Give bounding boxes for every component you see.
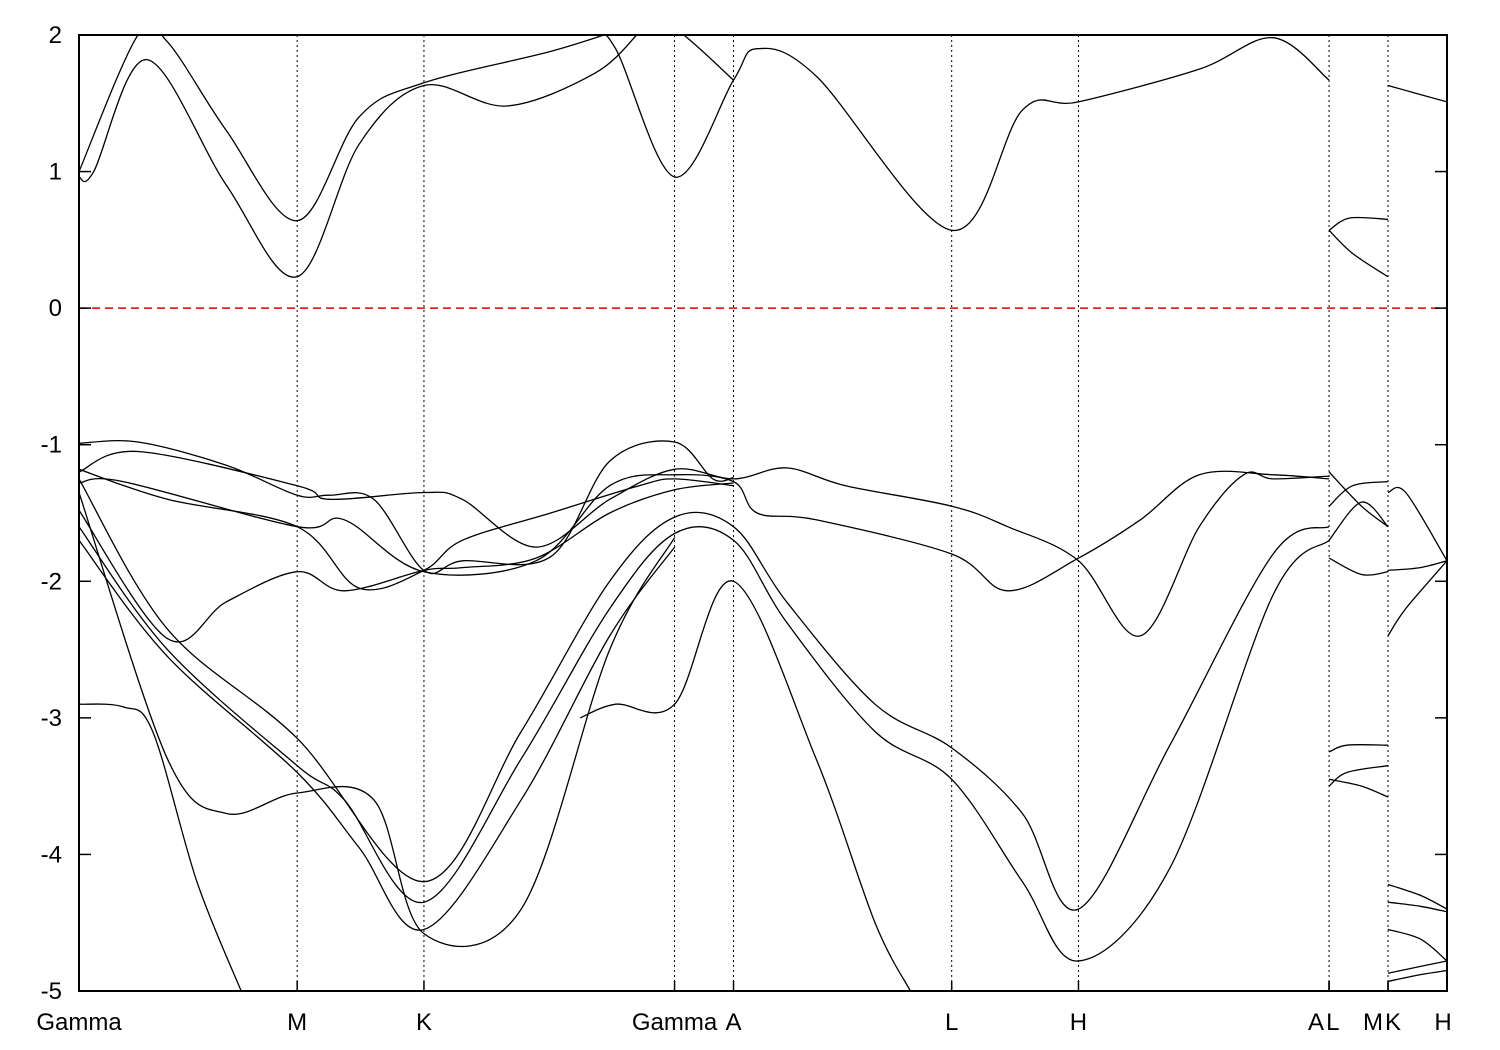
x-tick-label-a: A [726, 1009, 742, 1036]
band-line-12 [79, 482, 734, 643]
band-line-7 [1387, 84, 1447, 103]
x-tick-label-m: M [1363, 1009, 1383, 1036]
x-tick-label-m: M [287, 1009, 307, 1036]
band-line-28 [1387, 560, 1447, 572]
x-tick-label-gamma: Gamma [632, 1009, 718, 1036]
x-tick-label-gamma: Gamma [36, 1009, 122, 1036]
kpoint-divider-layer [296, 35, 1389, 991]
y-tick-label: -3 [41, 705, 62, 732]
band-line-21 [1328, 557, 1389, 576]
y-tick-labels: -5 -4 -3 -2 -1 0 1 2 [41, 22, 62, 1005]
band-line-3 [605, 35, 1330, 231]
band-line-25 [1328, 778, 1389, 798]
band-line-24 [1328, 765, 1389, 787]
band-line-22 [1328, 501, 1389, 541]
x-tick-label-l: L [945, 1009, 958, 1036]
band-line-4 [682, 35, 734, 81]
band-line-9 [79, 450, 1330, 637]
band-line-10 [79, 470, 1330, 592]
y-tick-label: -5 [41, 978, 62, 1005]
y-tick-label: 0 [49, 295, 62, 322]
band-line-6 [1328, 229, 1389, 278]
band-line-23 [1328, 744, 1389, 753]
band-line-20 [1328, 480, 1389, 507]
x-tick-label-l: L [1326, 1009, 1339, 1036]
band-lines-layer [79, 35, 1447, 991]
band-line-30 [1387, 901, 1447, 913]
x-tick-label-k: K [1385, 1009, 1401, 1036]
y-tick-label: 2 [49, 22, 62, 49]
y-tick-label: -1 [41, 432, 62, 459]
band-line-31 [1387, 928, 1447, 962]
band-line-27 [1387, 560, 1447, 637]
band-line-32 [1387, 960, 1447, 974]
band-line-2 [79, 35, 606, 222]
x-tick-label-a: A [1308, 1009, 1324, 1036]
y-tick-label: -2 [41, 568, 62, 595]
band-line-15 [79, 539, 676, 931]
plot-frame [78, 34, 1448, 992]
band-line-13 [79, 478, 1330, 911]
x-tick-label-k: K [416, 1009, 432, 1036]
band-line-33 [1387, 969, 1447, 983]
y-tick-label: 1 [49, 159, 62, 186]
x-tick-label-h: H [1070, 1009, 1087, 1036]
x-tick-labels: Gamma M K Gamma A L H A L M K H [36, 1009, 1451, 1036]
band-line-26 [1387, 486, 1447, 562]
band-line-1 [79, 35, 638, 278]
band-line-5 [1328, 216, 1389, 231]
y-tick-label: -4 [41, 841, 62, 868]
band-line-14 [79, 526, 1330, 962]
band-line-19 [1328, 471, 1389, 528]
band-line-18 [579, 580, 911, 991]
x-tick-label-h: H [1434, 1009, 1451, 1036]
band-line-11 [79, 468, 734, 591]
axes-layer [78, 34, 1448, 992]
band-line-17 [79, 703, 242, 991]
band-line-8 [79, 439, 734, 575]
band-line-29 [1387, 883, 1447, 910]
